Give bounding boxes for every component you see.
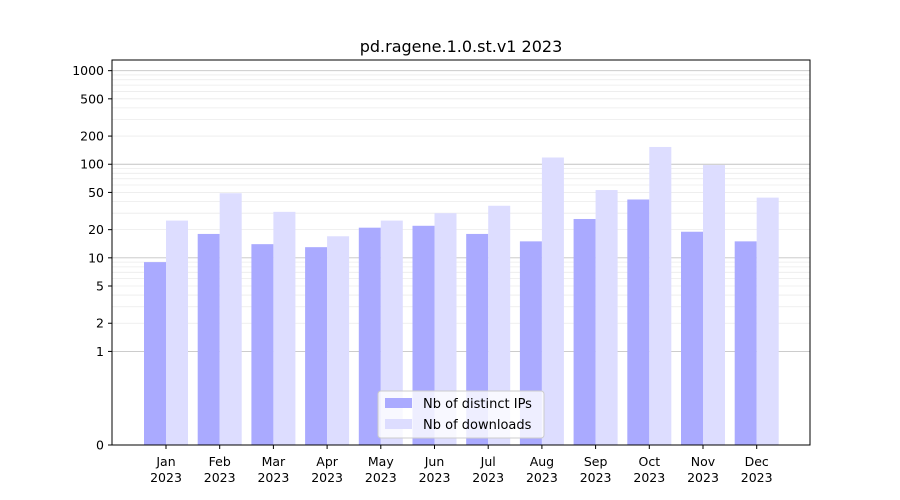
x-tick-label-year: 2023 (687, 470, 719, 485)
legend-label: Nb of distinct IPs (423, 397, 532, 412)
plot-frame (111, 59, 811, 446)
x-tick-label-year: 2023 (580, 470, 612, 485)
x-tick-label-month: Mar (262, 454, 286, 469)
x-tick-label-year: 2023 (204, 470, 236, 485)
x-tick-label-month: Apr (316, 454, 338, 469)
x-tick-label-month: May (368, 454, 394, 469)
x-tick-label-year: 2023 (526, 470, 558, 485)
bar-downloads (434, 213, 457, 445)
bar-distinct-ips (144, 262, 166, 445)
x-tick-label-month: Sep (584, 454, 608, 469)
x-tick-label-year: 2023 (419, 470, 451, 485)
y-tick-label: 5 (96, 279, 104, 294)
x-tick-label-year: 2023 (633, 470, 665, 485)
bar-downloads (649, 146, 672, 446)
legend-swatch (385, 398, 412, 408)
y-tick-label: 2 (96, 316, 104, 331)
y-tick-label: 10 (88, 250, 104, 265)
bar-downloads (219, 193, 242, 445)
legend: Nb of distinct IPs Nb of downloads (377, 390, 545, 439)
x-tick-label-month: Nov (691, 454, 716, 469)
x-tick-label-year: 2023 (741, 470, 773, 485)
bar-distinct-ips (627, 199, 650, 445)
bar-distinct-ips (305, 247, 328, 445)
bar-downloads (703, 165, 725, 445)
legend-label: Nb of downloads (423, 418, 532, 433)
bar-downloads (380, 220, 403, 445)
y-tick-label: 1000 (72, 63, 104, 78)
x-tick-label-month: Oct (638, 454, 660, 469)
bar-distinct-ips (734, 241, 757, 445)
bar-downloads (327, 236, 350, 445)
bar-downloads (488, 205, 511, 445)
bar-downloads (166, 220, 188, 445)
bar-downloads (273, 211, 296, 445)
bar-distinct-ips (197, 233, 220, 445)
x-tick-label-year: 2023 (311, 470, 343, 485)
x-tick-label-month: Aug (530, 454, 554, 469)
x-tick-label-month: Jul (480, 454, 496, 469)
bar-downloads (595, 190, 618, 445)
x-tick-label-month: Jun (424, 454, 445, 469)
y-axis: 0 1 2 5 10 20 50 100 200 500 1000 (72, 63, 112, 453)
x-tick-label-year: 2023 (472, 470, 504, 485)
y-tick-label: 50 (88, 185, 104, 200)
x-tick-label-year: 2023 (257, 470, 289, 485)
x-tick-label-year: 2023 (150, 470, 182, 485)
y-tick-label: 100 (80, 157, 104, 172)
legend-box (377, 390, 545, 439)
y-tick-label: 500 (80, 91, 104, 106)
bar-distinct-ips (251, 244, 274, 445)
chart-title: pd.ragene.1.0.st.v1 2023 (360, 37, 563, 56)
bars (144, 146, 779, 446)
bar-distinct-ips (573, 218, 596, 445)
bar-downloads (541, 157, 564, 445)
y-tick-label: 20 (88, 222, 104, 237)
bar-distinct-ips (681, 231, 703, 445)
bar-distinct-ips (358, 227, 381, 445)
x-axis: Jan2023Feb2023Mar2023Apr2023May2023Jun20… (150, 445, 773, 485)
y-tick-label: 0 (96, 438, 104, 453)
y-tick-label: 200 (80, 129, 104, 144)
x-tick-label-month: Jan (155, 454, 175, 469)
legend-swatch (385, 419, 412, 429)
y-tick-label: 1 (96, 344, 104, 359)
x-tick-label-month: Dec (745, 454, 769, 469)
bar-downloads (756, 197, 779, 445)
x-tick-label-month: Feb (209, 454, 231, 469)
x-tick-label-year: 2023 (365, 470, 397, 485)
bar-distinct-ips (412, 225, 435, 445)
